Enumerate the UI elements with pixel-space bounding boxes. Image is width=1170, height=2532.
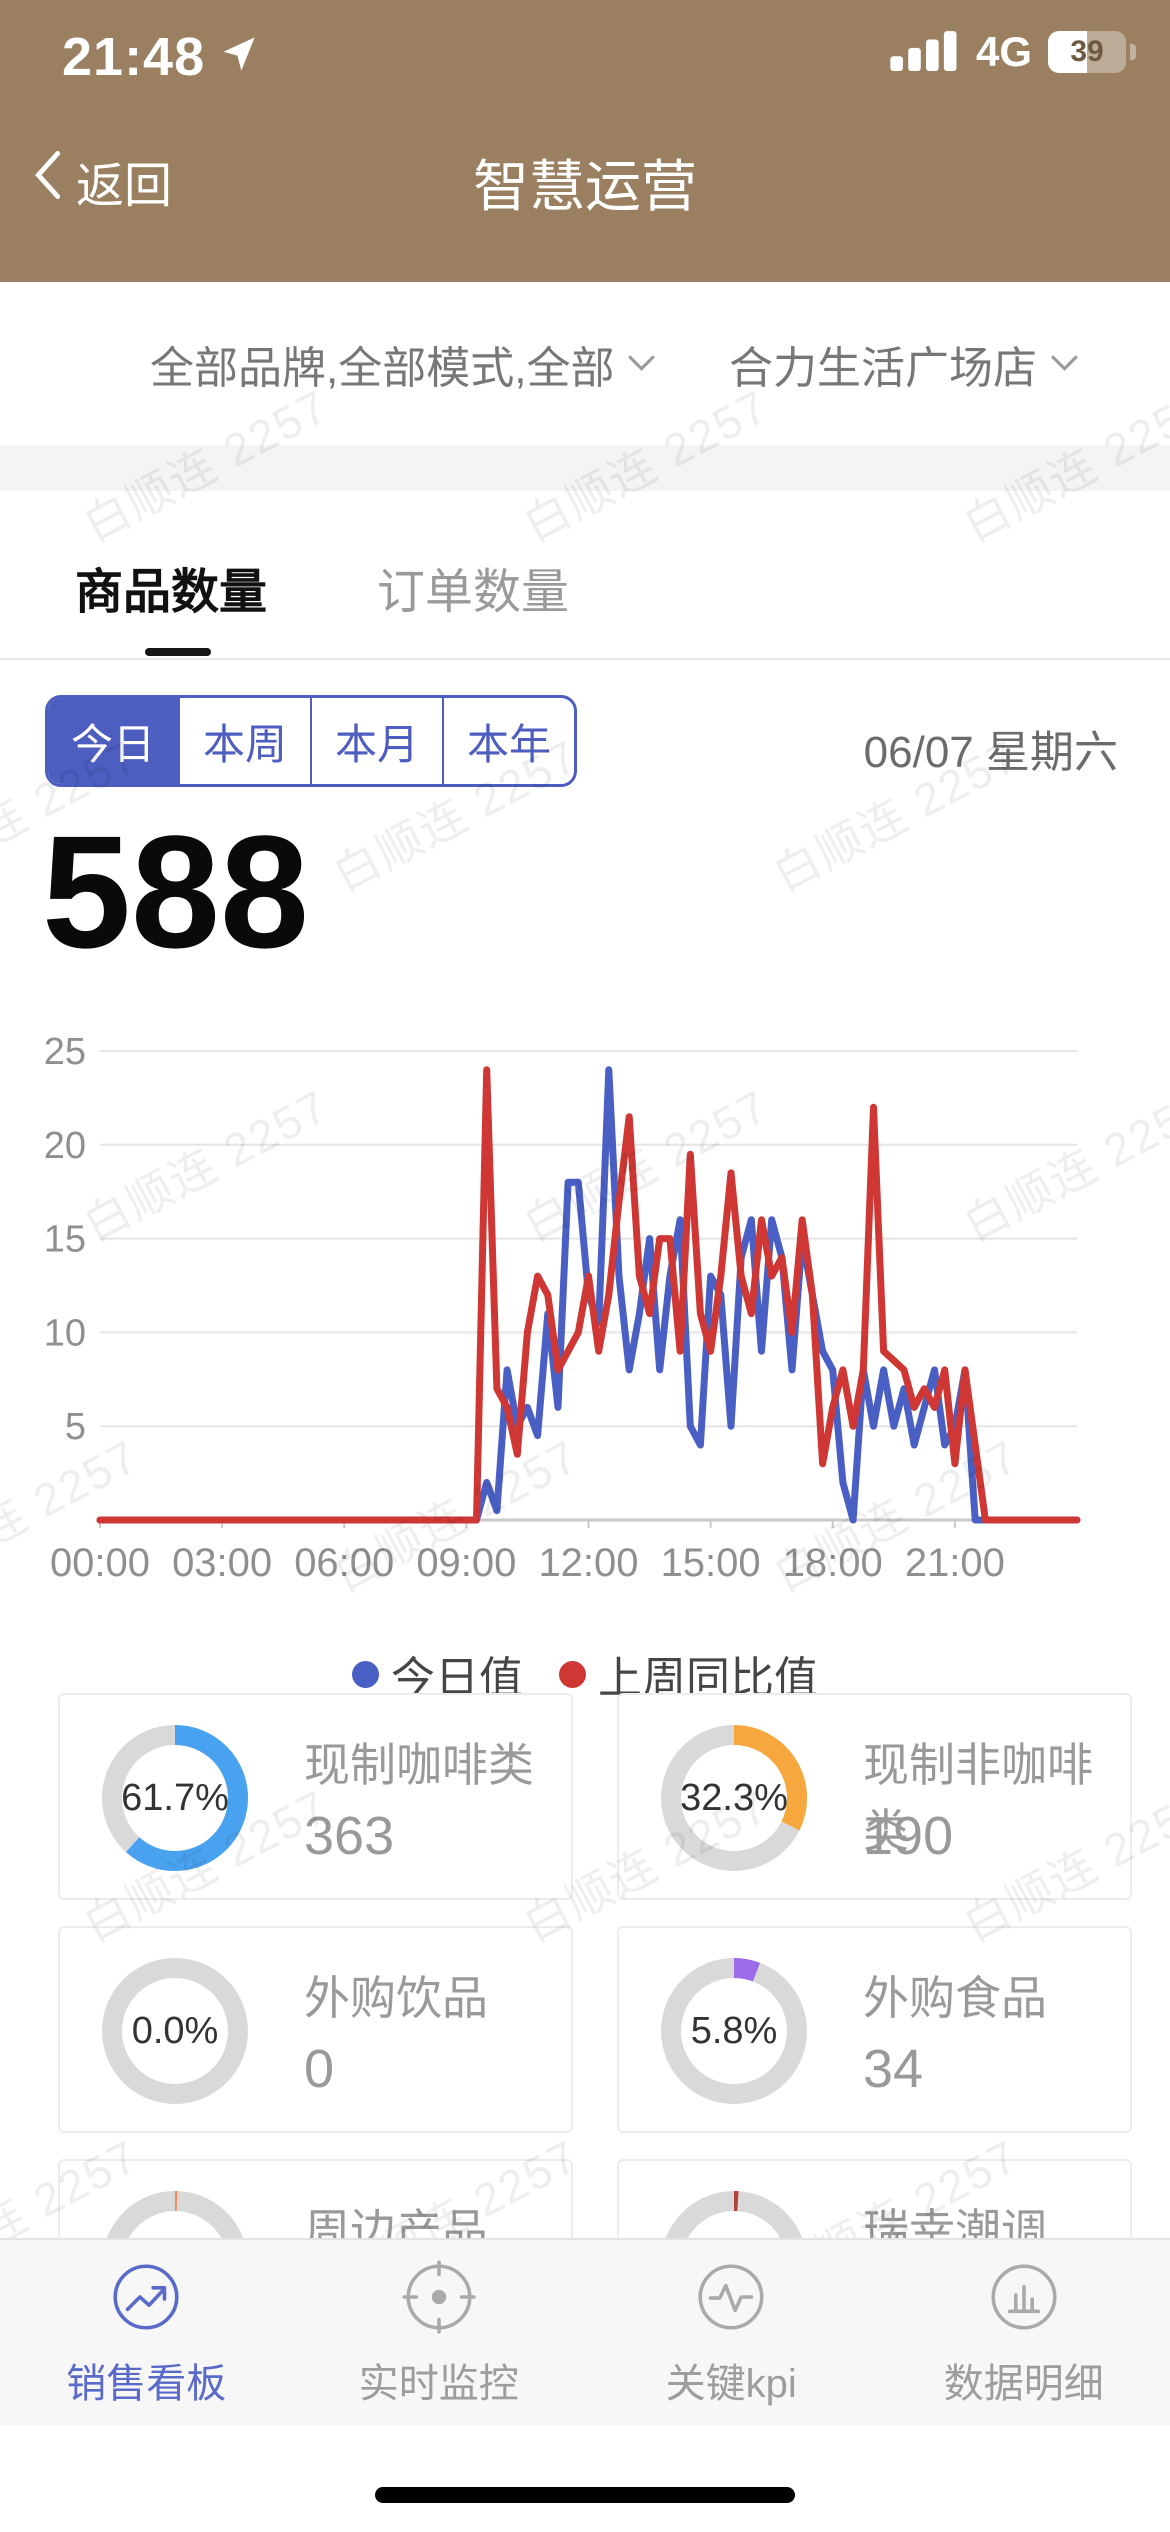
donut-chart (100, 1956, 250, 2106)
bottom-nav-label: 实时监控 (358, 2362, 519, 2406)
tab-product-count[interactable]: 商品数量 (75, 566, 268, 619)
total-value: 588 (42, 802, 309, 981)
filter-bar: 全部品牌,全部模式,全部 合力生活广场店 (0, 282, 1170, 445)
card-value: 34 (863, 2039, 924, 2099)
store-filter[interactable]: 合力生活广场店 (729, 332, 1078, 396)
back-button[interactable]: 返回 (34, 146, 172, 216)
bar-chart-icon (983, 2256, 1065, 2343)
status-time: 21:48 (62, 27, 206, 87)
period-button-0[interactable]: 今日 (48, 698, 178, 784)
category-card-1: 32.3% 现制非咖啡类 190 (617, 1693, 1132, 1900)
nav-bar: 返回 智慧运营 (0, 100, 1170, 282)
bottom-nav-label: 关键kpi (665, 2362, 797, 2406)
battery-nub-icon (1130, 44, 1136, 60)
donut-percent-label: 32.3% (680, 1776, 788, 1819)
period-button-1[interactable]: 本周 (178, 698, 310, 784)
svg-text:5: 5 (65, 1406, 86, 1448)
donut-percent-label: 61.7% (121, 1776, 229, 1819)
svg-text:21:00: 21:00 (905, 1541, 1005, 1585)
card-label: 现制非咖啡类 (863, 1739, 1093, 1857)
donut-chart (659, 1956, 809, 2106)
location-arrow-icon (218, 34, 258, 79)
bottom-nav: 销售看板 实时监控 关键kpi 数据明细 (0, 2238, 1170, 2425)
donut-chart (100, 1723, 250, 1873)
bottom-nav-monitor-target[interactable]: 实时监控 (293, 2240, 586, 2425)
status-bar: 21:48 4G 39 (0, 0, 1170, 100)
card-value: 0 (304, 2039, 335, 2099)
home-indicator[interactable] (375, 2487, 795, 2503)
card-value: 190 (863, 1806, 954, 1866)
trend-chart-icon (105, 2256, 187, 2343)
category-filter[interactable]: 全部品牌,全部模式,全部 (150, 332, 655, 396)
category-card-0: 61.7% 现制咖啡类 363 (58, 1693, 573, 1900)
network-label: 4G (975, 28, 1032, 75)
back-label: 返回 (76, 160, 173, 213)
bottom-nav-pulse[interactable]: 关键kpi (585, 2240, 878, 2425)
bottom-nav-label: 数据明细 (943, 2362, 1104, 2406)
signal-icon (890, 29, 960, 76)
donut-chart (659, 1723, 809, 1873)
svg-text:06:00: 06:00 (294, 1541, 394, 1585)
legend-dot-icon (352, 1660, 379, 1688)
card-value: 363 (304, 1806, 395, 1866)
donut-percent-label: 0.0% (131, 2009, 219, 2052)
section-divider (0, 445, 1170, 491)
period-button-3[interactable]: 本年 (442, 698, 574, 784)
page-title: 智慧运营 (473, 155, 697, 218)
category-card-3: 5.8% 外购食品 34 (617, 1926, 1132, 2133)
tab-order-count[interactable]: 订单数量 (377, 566, 570, 619)
bottom-nav-label: 销售看板 (66, 2362, 227, 2406)
svg-text:09:00: 09:00 (416, 1541, 516, 1585)
donut-percent-label: 5.8% (690, 2009, 778, 2052)
svg-text:12:00: 12:00 (538, 1541, 638, 1585)
category-filter-label: 全部品牌,全部模式,全部 (150, 343, 615, 393)
category-card-2: 0.0% 外购饮品 0 (58, 1926, 573, 2133)
metric-tabs: 商品数量 订单数量 (75, 552, 569, 622)
svg-text:25: 25 (44, 1031, 86, 1073)
svg-text:00:00: 00:00 (50, 1541, 150, 1585)
period-button-2[interactable]: 本月 (310, 698, 442, 784)
battery-fill (1048, 31, 1087, 73)
line-chart: 5 10 15 20 25 00:00 03:00 06:00 09:00 12:00 15:00 1… (0, 1020, 1170, 1620)
battery-percent: 39 (1070, 35, 1104, 68)
svg-text:18:00: 18:00 (783, 1541, 883, 1585)
card-label: 外购食品 (863, 1972, 1047, 2024)
store-filter-label: 合力生活广场店 (729, 343, 1037, 393)
back-chevron-icon (34, 149, 62, 213)
bottom-nav-bar-chart[interactable]: 数据明细 (878, 2240, 1170, 2425)
chevron-down-icon (628, 355, 655, 371)
battery-indicator: 39 (1048, 31, 1126, 73)
svg-text:15:00: 15:00 (661, 1541, 761, 1585)
monitor-target-icon (398, 2256, 480, 2343)
chevron-down-icon (1051, 355, 1078, 371)
pulse-icon (690, 2256, 772, 2343)
bottom-safe-area (0, 2425, 1170, 2532)
tabs-divider (0, 658, 1170, 660)
svg-text:10: 10 (44, 1312, 86, 1354)
svg-text:20: 20 (44, 1125, 86, 1167)
date-label: 06/07 星期六 (863, 728, 1118, 777)
legend-dot-icon (559, 1660, 586, 1688)
header: 21:48 4G 39 (0, 0, 1170, 282)
active-tab-underline (145, 648, 211, 656)
svg-text:15: 15 (44, 1219, 86, 1261)
bottom-nav-trend-chart[interactable]: 销售看板 (0, 2240, 293, 2425)
svg-text:03:00: 03:00 (172, 1541, 272, 1585)
card-label: 外购饮品 (304, 1972, 488, 2024)
card-label: 现制咖啡类 (304, 1739, 534, 1791)
period-segmented: 今日 本周 本月 本年 (45, 695, 577, 787)
